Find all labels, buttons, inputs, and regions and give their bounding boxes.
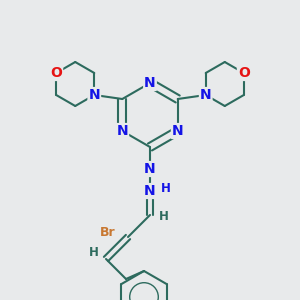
Text: N: N (144, 162, 156, 176)
Text: N: N (144, 184, 156, 198)
Text: N: N (116, 124, 128, 138)
Text: H: H (161, 182, 171, 194)
Text: N: N (200, 88, 212, 102)
Text: H: H (159, 211, 169, 224)
Text: N: N (172, 124, 184, 138)
Text: N: N (144, 76, 156, 90)
Text: Br: Br (100, 226, 116, 239)
Text: N: N (88, 88, 100, 102)
Text: O: O (238, 66, 250, 80)
Text: O: O (50, 66, 62, 80)
Text: H: H (89, 247, 99, 260)
